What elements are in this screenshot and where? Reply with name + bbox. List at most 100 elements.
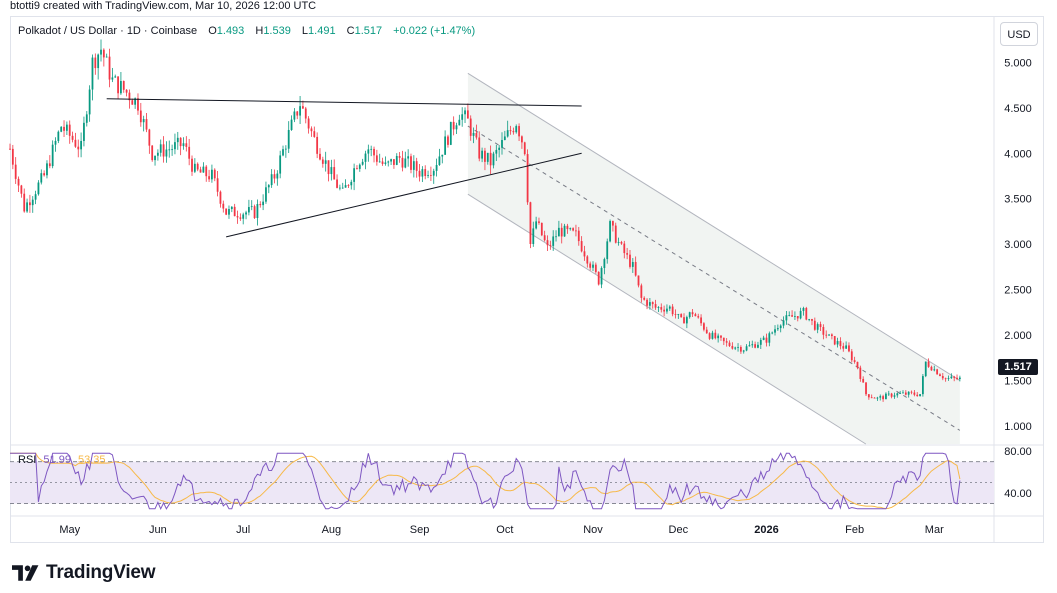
time-tick-label: 2026 bbox=[754, 524, 778, 536]
candle-body bbox=[691, 312, 694, 315]
rsi-value: 51.99 bbox=[43, 454, 71, 466]
candle-body bbox=[572, 228, 574, 231]
candle-body bbox=[580, 241, 583, 252]
candle-body bbox=[540, 222, 543, 236]
candle-body bbox=[404, 158, 407, 168]
tradingview-logo-icon bbox=[12, 565, 39, 581]
candle-body bbox=[708, 333, 711, 339]
candle-body bbox=[953, 376, 956, 378]
candle-body bbox=[927, 361, 930, 367]
time-tick-label: Oct bbox=[496, 524, 513, 536]
candle-body bbox=[944, 378, 947, 380]
candle-body bbox=[83, 122, 85, 141]
candle-body bbox=[401, 157, 404, 168]
tradingview-logo[interactable]: TradingView bbox=[12, 562, 156, 584]
candle-body bbox=[228, 209, 230, 215]
candle-body bbox=[156, 152, 159, 156]
candle-body bbox=[233, 206, 236, 217]
candle-body bbox=[364, 153, 367, 162]
trendline-support[interactable] bbox=[226, 152, 582, 238]
candle-body bbox=[865, 382, 867, 395]
candle-body bbox=[310, 128, 313, 132]
candle-body bbox=[239, 217, 242, 219]
candle-body bbox=[171, 149, 174, 151]
candle-body bbox=[236, 216, 239, 218]
candle-body bbox=[563, 225, 566, 237]
candle-body bbox=[609, 221, 611, 242]
candle-body bbox=[230, 206, 233, 210]
candle-body bbox=[162, 144, 165, 157]
candle-body bbox=[853, 360, 856, 362]
trendline-resistance[interactable] bbox=[106, 98, 582, 107]
candle-body bbox=[626, 253, 629, 255]
candle-body bbox=[145, 119, 148, 130]
regression-channel-fill bbox=[467, 73, 960, 444]
candle-body bbox=[768, 333, 771, 343]
candle-body bbox=[120, 81, 122, 94]
channel-lower-line[interactable] bbox=[467, 193, 867, 445]
candle-body bbox=[296, 111, 299, 116]
candle-body bbox=[208, 176, 210, 180]
candle-body bbox=[791, 315, 793, 317]
high-value: 1.539 bbox=[263, 25, 291, 37]
candle-body bbox=[828, 334, 830, 336]
candle-body bbox=[344, 185, 347, 188]
candle-body bbox=[936, 369, 939, 375]
open-value: 1.493 bbox=[216, 25, 245, 37]
candle-body bbox=[748, 345, 751, 347]
candle-body bbox=[711, 332, 714, 339]
candle-body bbox=[552, 236, 555, 246]
candle-body bbox=[341, 187, 344, 189]
price-tick-label: 3.500 bbox=[1004, 194, 1032, 206]
time-tick-label: Nov bbox=[583, 524, 603, 536]
candle-body bbox=[313, 131, 316, 137]
candle-body bbox=[108, 56, 111, 80]
candle-body bbox=[188, 146, 191, 159]
candle-body bbox=[529, 202, 532, 245]
candle-body bbox=[802, 308, 805, 311]
candle-body bbox=[549, 245, 552, 246]
candle-body bbox=[324, 160, 327, 164]
candle-body bbox=[586, 256, 589, 264]
candle-body bbox=[412, 161, 415, 170]
candle-body bbox=[142, 119, 145, 123]
candle-body bbox=[97, 54, 100, 69]
channel-upper-line[interactable] bbox=[467, 72, 961, 381]
candle-body bbox=[43, 173, 46, 176]
candle-body bbox=[390, 159, 392, 162]
currency-button[interactable]: USD bbox=[1000, 22, 1038, 46]
close-value: 1.517 bbox=[354, 25, 383, 37]
candle-body bbox=[646, 299, 648, 306]
candle-body bbox=[594, 264, 597, 272]
channel-middle-line[interactable] bbox=[467, 125, 961, 431]
candle-body bbox=[870, 397, 873, 399]
candle-body bbox=[592, 264, 594, 268]
price-tick-label: 2.500 bbox=[1004, 285, 1032, 297]
candle-body bbox=[680, 314, 683, 318]
last-price-badge: 1.517 bbox=[998, 359, 1038, 375]
candle-body bbox=[125, 89, 128, 93]
candle-body bbox=[358, 164, 361, 169]
price-tick-label: 1.000 bbox=[1004, 421, 1032, 433]
candle-body bbox=[415, 161, 418, 171]
time-tick-label: Mar bbox=[925, 524, 944, 536]
candle-body bbox=[503, 136, 506, 140]
candle-body bbox=[304, 108, 307, 119]
candle-body bbox=[822, 327, 825, 335]
candle-body bbox=[102, 49, 105, 58]
candle-body bbox=[353, 168, 356, 182]
candle-body bbox=[384, 162, 387, 164]
candle-body bbox=[904, 392, 907, 395]
candle-body bbox=[347, 185, 350, 186]
candle-body bbox=[74, 139, 77, 147]
candle-body bbox=[910, 391, 913, 393]
candle-body bbox=[122, 81, 125, 90]
candle-body bbox=[515, 126, 518, 133]
candle-body bbox=[845, 345, 848, 349]
high-label: H bbox=[255, 25, 264, 37]
candle-body bbox=[165, 149, 168, 157]
candle-body bbox=[720, 335, 722, 338]
candle-body bbox=[896, 393, 899, 396]
candle-body bbox=[543, 235, 546, 241]
